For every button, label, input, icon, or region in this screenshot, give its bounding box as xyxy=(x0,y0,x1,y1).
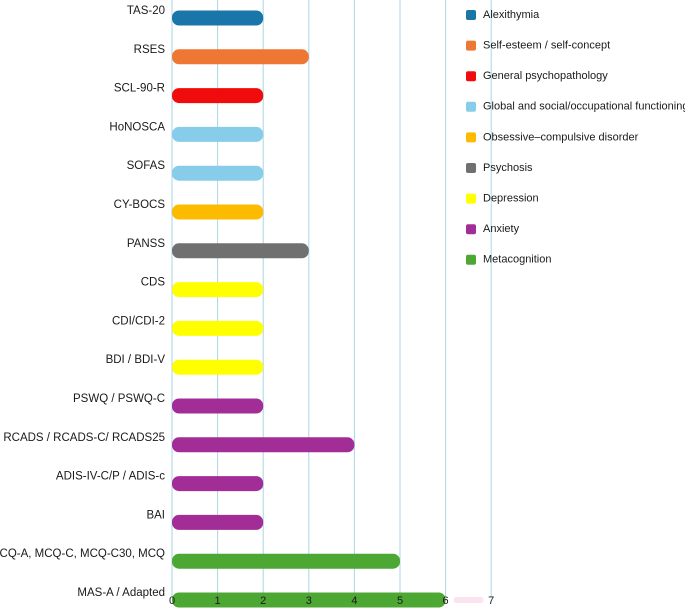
category-label: MCQ-A, MCQ-C, MCQ-C30, MCQ xyxy=(0,548,165,560)
legend: Alexithymia Self-esteem / self-concept Gen… xyxy=(466,9,685,266)
category-label: CDI/CDI-2 xyxy=(112,315,165,327)
bar-9 xyxy=(172,359,264,375)
legend-swatch xyxy=(466,71,476,82)
bar-11 xyxy=(172,437,355,453)
bar-2 xyxy=(172,88,264,104)
category-label: SOFAS xyxy=(127,160,166,172)
bar-0 xyxy=(172,10,264,26)
bar-8 xyxy=(172,320,264,336)
category-label: RCADS / RCADS-C/ RCADS25 xyxy=(3,432,165,444)
category-label: TAS-20 xyxy=(127,5,165,17)
bar-14 xyxy=(172,553,400,569)
category-label: BAI xyxy=(146,509,165,521)
bar-3 xyxy=(172,126,264,142)
bar-10 xyxy=(172,398,264,414)
bar-12 xyxy=(172,476,264,492)
x-axis: 0 1 2 3 4 5 6 7 xyxy=(169,595,494,607)
bar-7 xyxy=(172,282,264,298)
legend-label: Self-esteem / self-concept xyxy=(483,40,610,52)
legend-label: Alexithymia xyxy=(483,9,540,21)
legend-label: Global and social/occupational functioni… xyxy=(483,101,685,113)
category-label: BDI / BDI-V xyxy=(106,354,166,366)
category-labels: TAS-20 RSES SCL-90-R HoNOSCA SOFAS CY-BOCS PAN… xyxy=(0,5,165,599)
x-tick-label: 3 xyxy=(306,595,312,607)
category-label: ADIS-IV-C/P / ADIS-c xyxy=(56,471,165,483)
category-label: PANSS xyxy=(127,238,165,250)
legend-swatch xyxy=(466,193,476,204)
legend-swatch xyxy=(466,254,476,265)
bar-5 xyxy=(172,204,264,220)
bar-4 xyxy=(172,165,264,181)
legend-swatch xyxy=(466,224,476,235)
legend-swatch xyxy=(466,101,476,112)
x-tick-label: 5 xyxy=(397,595,403,607)
legend-swatch xyxy=(466,163,476,173)
bars xyxy=(172,10,484,608)
legend-label: Anxiety xyxy=(483,223,520,235)
category-label: CDS xyxy=(141,277,166,289)
bar-6 xyxy=(172,243,309,259)
category-label: PSWQ / PSWQ-C xyxy=(73,393,165,405)
legend-label: Obsessive–compulsive disorder xyxy=(483,131,639,143)
x-tick-label: 1 xyxy=(215,595,221,607)
legend-label: Metacognition xyxy=(483,254,552,266)
category-label: RSES xyxy=(134,44,166,56)
category-label: HoNOSCA xyxy=(109,121,165,133)
bar-13 xyxy=(172,514,264,530)
x-tick-label: 7 xyxy=(488,595,494,607)
legend-label: General psychopathology xyxy=(483,70,608,82)
grid-lines xyxy=(171,0,492,597)
legend-swatch xyxy=(466,132,476,143)
x-tick-label: 6 xyxy=(443,595,449,607)
bar-1 xyxy=(172,49,309,65)
category-label: MAS-A / Adapted xyxy=(77,587,165,599)
x-tick-label: 2 xyxy=(260,595,266,607)
x-tick-label: 4 xyxy=(351,595,357,607)
bar-15 xyxy=(172,592,446,608)
x-tick-label: 0 xyxy=(169,595,175,607)
bar-overflow-marker xyxy=(453,597,484,603)
category-label: SCL-90-R xyxy=(114,83,165,95)
legend-swatch xyxy=(466,10,476,20)
legend-swatch xyxy=(466,40,476,51)
legend-label: Depression xyxy=(483,193,539,205)
category-label: CY-BOCS xyxy=(114,199,166,211)
legend-label: Psychosis xyxy=(483,162,533,174)
